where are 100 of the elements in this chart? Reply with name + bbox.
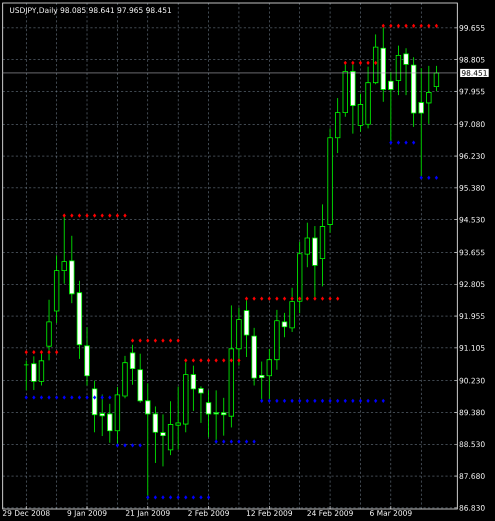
point bbox=[47, 350, 51, 354]
point bbox=[358, 398, 362, 403]
point bbox=[420, 176, 423, 180]
point bbox=[313, 398, 317, 403]
candlestick bbox=[100, 394, 105, 436]
point bbox=[85, 213, 89, 218]
point bbox=[366, 60, 370, 65]
point bbox=[382, 24, 385, 28]
point bbox=[328, 398, 332, 403]
point bbox=[275, 296, 279, 301]
point bbox=[237, 358, 241, 363]
point bbox=[123, 443, 127, 448]
candlestick bbox=[282, 312, 288, 338]
point bbox=[154, 495, 157, 500]
point bbox=[192, 358, 195, 363]
point bbox=[313, 296, 317, 301]
point bbox=[138, 338, 142, 343]
point bbox=[168, 338, 172, 343]
candlestick bbox=[145, 382, 150, 500]
point bbox=[62, 395, 66, 400]
point bbox=[214, 358, 218, 363]
point bbox=[55, 350, 58, 354]
point bbox=[434, 176, 438, 180]
point bbox=[374, 398, 378, 403]
point bbox=[260, 398, 264, 403]
point bbox=[130, 338, 134, 343]
candlestick bbox=[206, 390, 212, 438]
point bbox=[32, 350, 36, 354]
point bbox=[282, 296, 286, 301]
point bbox=[358, 60, 362, 65]
point bbox=[154, 338, 157, 343]
point bbox=[146, 495, 150, 500]
point bbox=[214, 440, 218, 444]
point bbox=[85, 395, 89, 400]
candlestick bbox=[38, 352, 44, 386]
candlestick bbox=[130, 344, 136, 386]
candlestick bbox=[418, 68, 424, 179]
point bbox=[32, 395, 36, 400]
candlestick bbox=[190, 365, 196, 412]
point bbox=[434, 24, 438, 28]
point bbox=[366, 398, 370, 403]
point bbox=[62, 213, 66, 218]
point bbox=[108, 213, 112, 218]
point bbox=[78, 395, 82, 400]
point bbox=[116, 213, 120, 218]
point bbox=[184, 358, 188, 363]
point bbox=[92, 213, 96, 218]
point bbox=[116, 443, 120, 448]
point bbox=[192, 495, 195, 500]
point bbox=[47, 395, 51, 400]
point bbox=[40, 395, 44, 400]
point bbox=[427, 176, 430, 180]
point bbox=[320, 296, 324, 301]
point bbox=[336, 296, 340, 301]
point bbox=[336, 398, 340, 403]
point bbox=[396, 140, 400, 145]
point bbox=[138, 443, 142, 448]
candlestick bbox=[24, 360, 29, 391]
candlestick bbox=[358, 93, 364, 132]
point bbox=[382, 398, 385, 403]
point bbox=[230, 358, 233, 363]
point bbox=[282, 398, 286, 403]
point bbox=[260, 296, 264, 301]
point bbox=[328, 296, 332, 301]
candlestick bbox=[426, 65, 432, 124]
point bbox=[389, 140, 392, 145]
point bbox=[161, 338, 165, 343]
point bbox=[168, 495, 172, 500]
candlestick bbox=[434, 65, 440, 92]
point bbox=[92, 395, 96, 400]
point bbox=[351, 60, 354, 65]
point bbox=[230, 440, 233, 444]
point bbox=[351, 398, 354, 403]
point bbox=[404, 24, 408, 28]
candlestick bbox=[304, 222, 310, 268]
point bbox=[427, 24, 430, 28]
candlestick bbox=[403, 48, 409, 96]
point bbox=[320, 398, 324, 403]
point bbox=[268, 296, 271, 301]
point bbox=[306, 398, 309, 403]
point bbox=[184, 495, 188, 500]
point bbox=[306, 296, 309, 301]
point bbox=[268, 398, 271, 403]
point bbox=[298, 398, 302, 403]
candlestick bbox=[175, 386, 181, 450]
point bbox=[404, 140, 408, 145]
point bbox=[130, 443, 134, 448]
point bbox=[252, 296, 256, 301]
point bbox=[176, 495, 180, 500]
point bbox=[222, 358, 226, 363]
point bbox=[24, 395, 28, 400]
point bbox=[396, 24, 400, 28]
candlestick bbox=[213, 390, 219, 444]
point bbox=[420, 24, 423, 28]
point bbox=[344, 60, 347, 65]
point bbox=[298, 296, 302, 301]
point bbox=[237, 440, 241, 444]
point bbox=[108, 395, 112, 400]
point bbox=[100, 395, 104, 400]
point bbox=[24, 350, 28, 354]
